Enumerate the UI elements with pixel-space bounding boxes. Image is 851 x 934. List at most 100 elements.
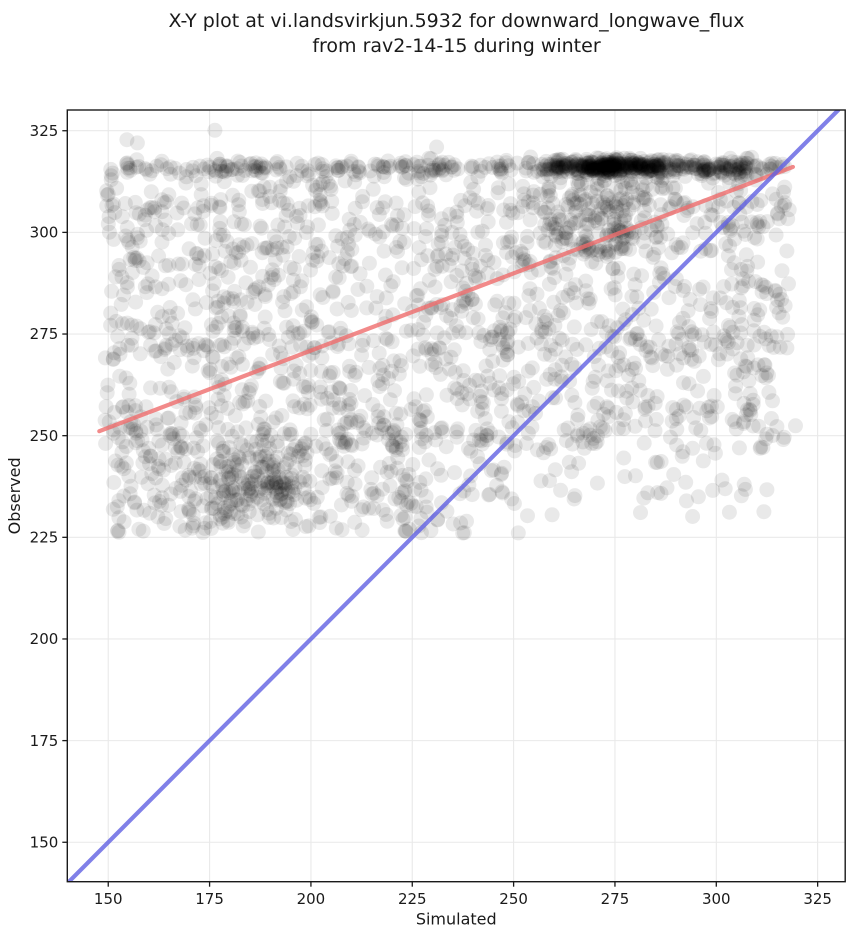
data-point [519,235,535,251]
data-point [474,436,490,452]
data-point [105,425,121,441]
data-point [149,158,165,174]
data-point [542,473,557,489]
data-point [517,253,533,268]
data-point [475,395,491,411]
data-point [739,150,755,166]
data-point [114,269,130,285]
data-point [195,524,211,540]
data-point [397,484,413,499]
x-tick-label: 250 [499,890,528,908]
data-point [456,525,472,541]
data-point [215,440,231,456]
data-point [523,149,539,165]
data-point [702,161,718,177]
data-point [111,510,127,526]
data-point [193,176,209,192]
data-point [158,337,174,353]
data-point [225,480,241,496]
data-point [447,364,463,380]
data-point [254,474,269,490]
data-point [200,363,216,379]
data-point [339,431,355,447]
data-point [241,385,257,401]
data-point [290,448,306,464]
data-point [120,337,136,353]
data-point [581,158,597,174]
data-point [578,283,594,299]
data-point [259,475,275,491]
data-point [555,160,571,176]
data-point [205,479,221,495]
data-point [381,160,396,176]
data-point [108,313,124,329]
data-point [513,244,529,259]
data-point [196,343,212,359]
data-point [165,426,181,442]
data-point [657,348,673,364]
data-point [774,263,790,279]
data-point [701,162,717,178]
data-point [259,463,275,479]
data-point [593,177,609,193]
data-point [411,165,427,181]
data-point [334,231,350,247]
data-point [702,161,718,177]
data-point [289,492,305,508]
data-point [450,161,466,177]
data-point [384,425,400,441]
data-point [298,379,314,395]
data-point [581,201,597,217]
data-point [629,157,645,173]
data-point [659,159,675,175]
data-point [718,236,734,252]
data-point [214,359,230,374]
data-point [306,495,322,511]
data-point [281,485,296,501]
data-point [609,152,624,168]
data-point [208,319,224,335]
data-point [152,494,167,509]
data-point [448,424,464,440]
data-point [237,163,253,178]
data-point [581,216,597,232]
data-point [681,319,697,335]
data-point [265,478,281,494]
data-point [489,293,505,309]
data-point [277,481,293,497]
data-point [124,265,140,281]
data-point [323,384,339,400]
data-point [284,339,300,355]
data-point [253,459,268,475]
data-point [140,276,156,292]
data-point [211,420,227,436]
data-point [219,159,235,175]
data-point [589,193,605,209]
data-point [486,382,502,398]
data-point [114,444,130,460]
data-point [424,164,440,180]
data-point [398,523,413,539]
data-point [643,222,659,238]
data-point [422,167,438,183]
data-point [623,157,639,173]
data-point [589,475,605,491]
data-point [733,351,749,367]
data-point [569,156,585,172]
data-point [242,480,258,496]
data-point [636,161,651,177]
data-point [185,163,201,179]
data-point [480,368,496,384]
data-point [234,382,250,398]
data-point [664,413,680,429]
data-point [481,487,497,503]
data-point [320,175,336,191]
data-point [434,224,450,240]
data-point [681,157,697,173]
data-point [656,157,671,173]
data-point [234,356,250,372]
data-point [608,152,624,167]
data-point [573,158,589,174]
data-point [211,315,227,331]
data-point [521,288,537,304]
